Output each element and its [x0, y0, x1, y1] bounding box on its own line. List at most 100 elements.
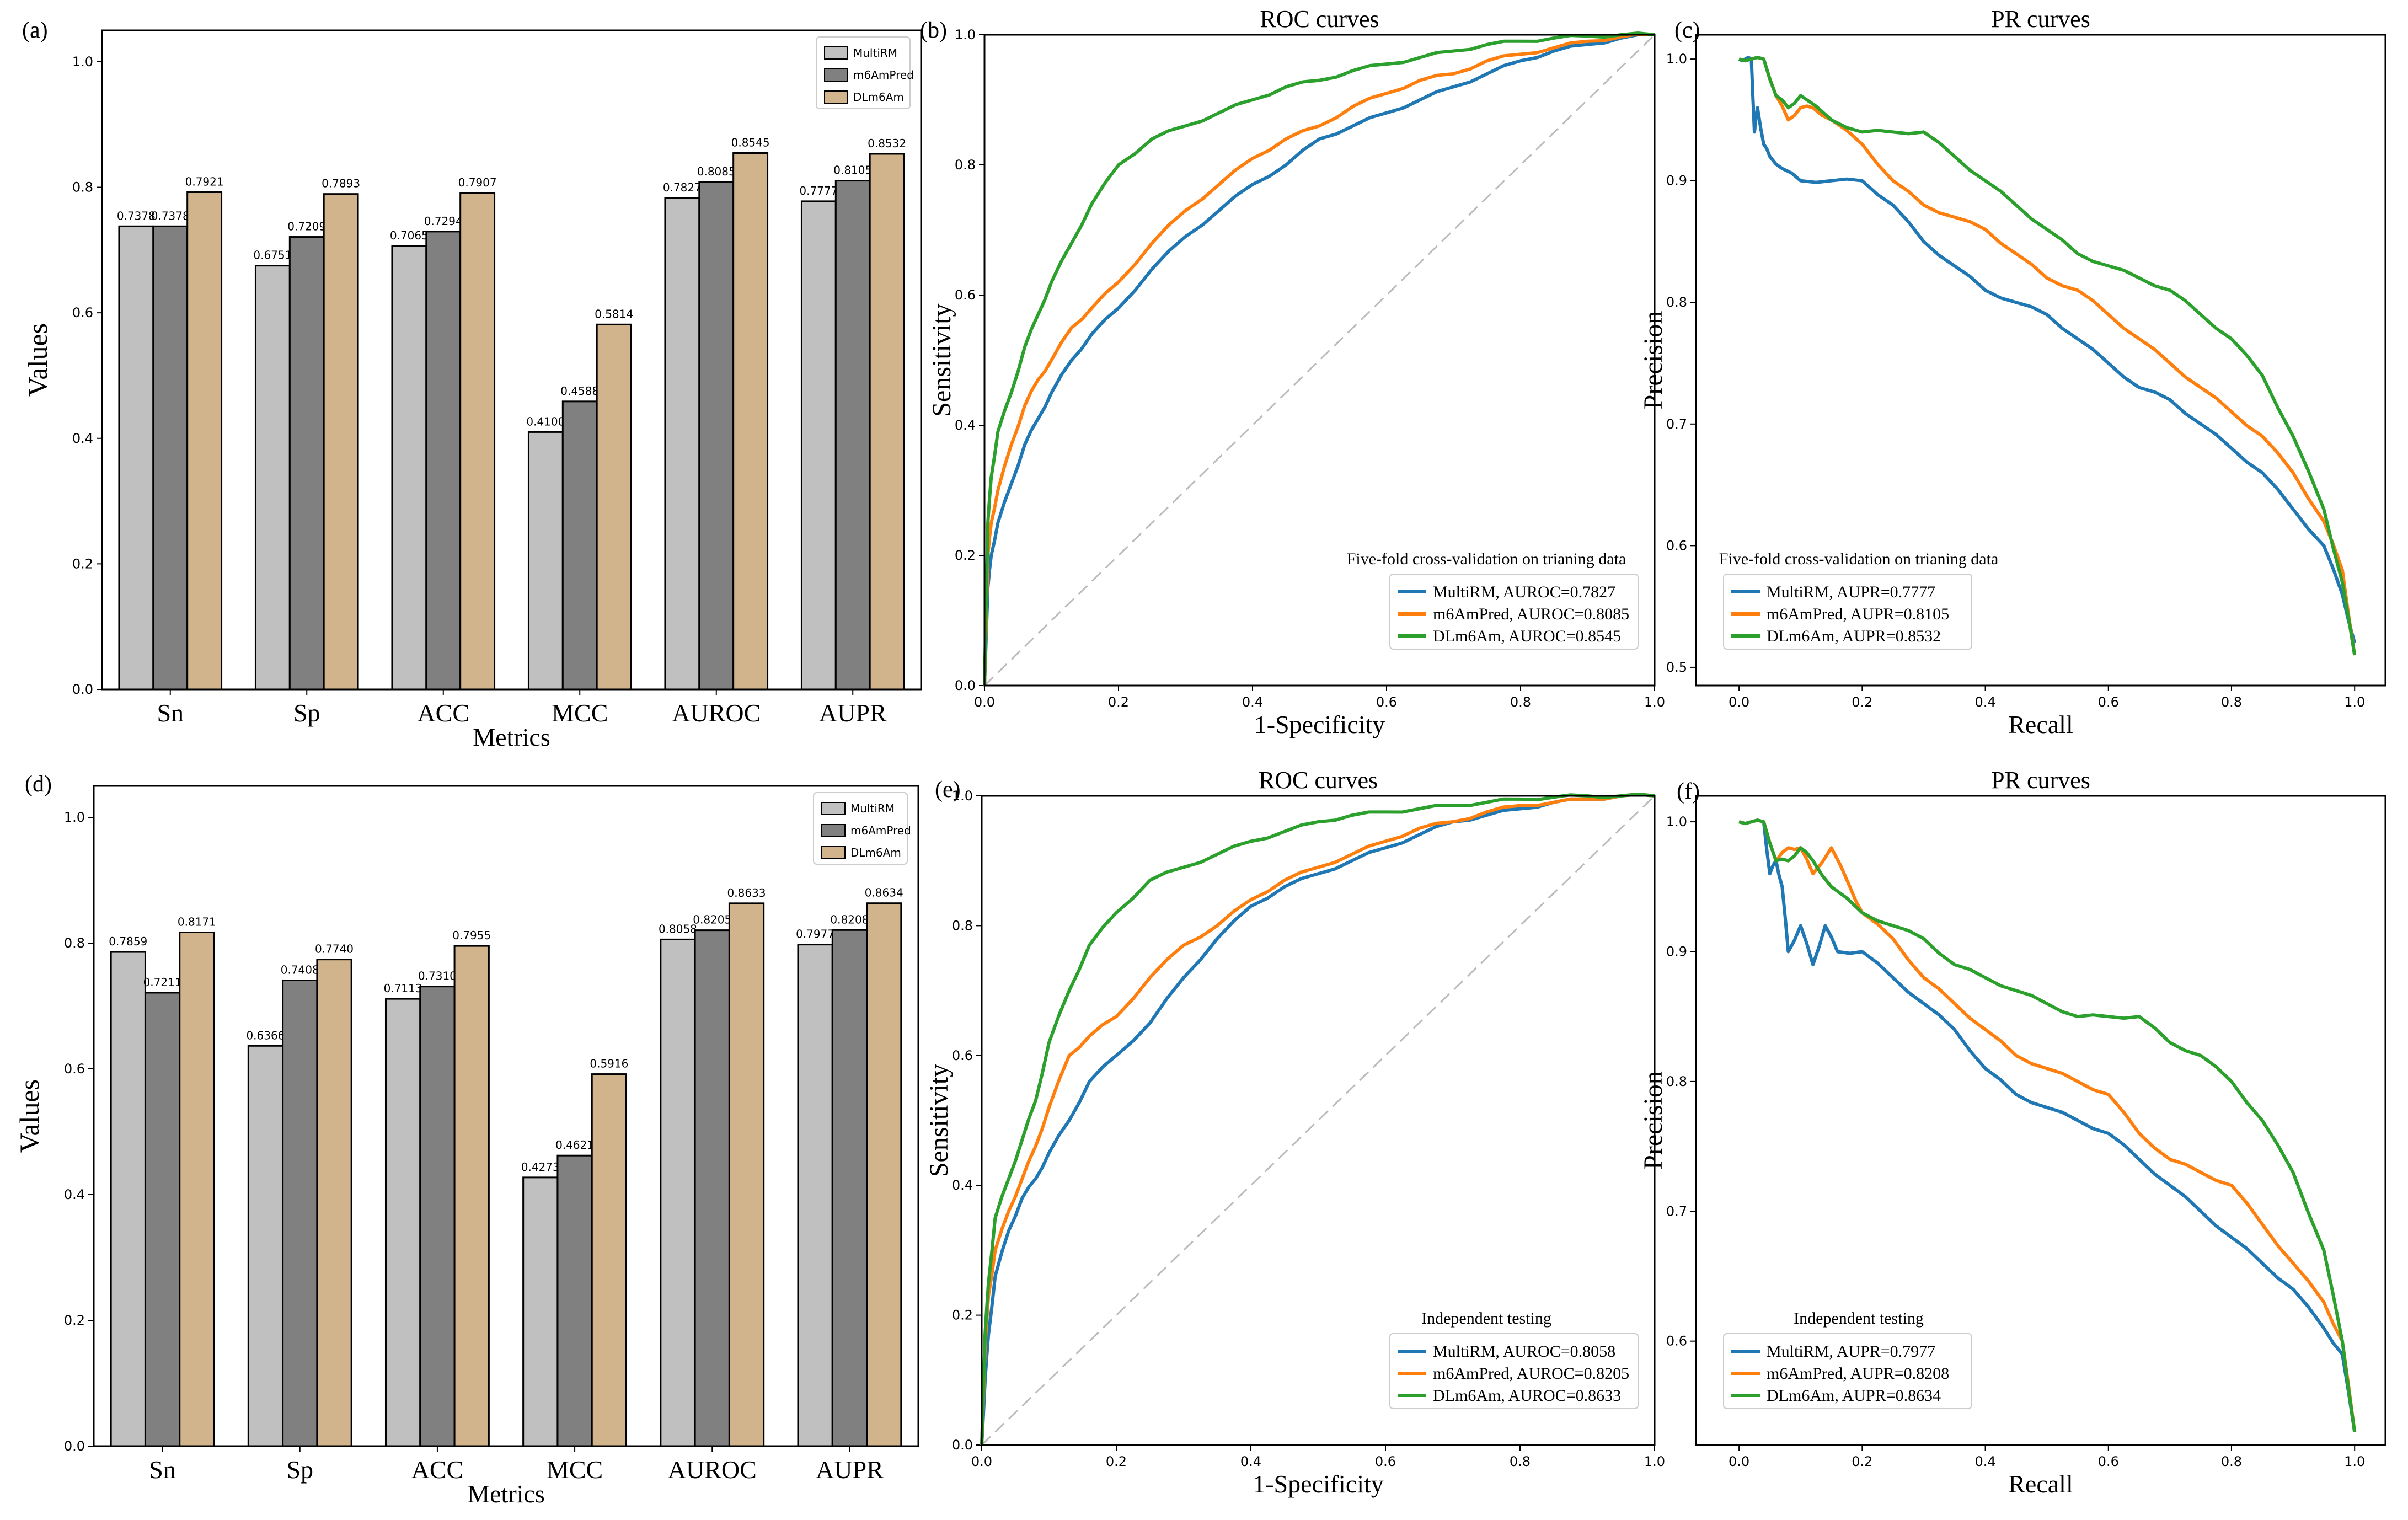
bar-dlm6am-auroc [728, 902, 765, 1447]
bar-value-label: 0.7113 [384, 982, 422, 995]
bar-value-label: 0.7740 [315, 943, 354, 956]
x-tick-label: 0.4 [1242, 694, 1263, 710]
bar-m6ampred-sn [152, 225, 189, 691]
bar-value-label: 0.5916 [590, 1057, 628, 1071]
bar-m6ampred-auroc [698, 181, 735, 691]
legend-entry: m6AmPred [850, 824, 911, 837]
legend-swatch [824, 90, 848, 104]
bar-m6ampred-acc [419, 986, 456, 1447]
x-tick-label: MCC [547, 1455, 603, 1484]
x-tick-label: 1.0 [2344, 1454, 2365, 1469]
panel-label: (b) [920, 18, 947, 43]
plot-frame [981, 795, 1656, 1446]
bar-multirm-mcc [522, 1176, 559, 1447]
bar-value-label: 0.7378 [151, 209, 190, 222]
y-axis-label: Sensitivity [924, 1064, 954, 1177]
x-tick-label: 0.2 [1852, 694, 1872, 710]
plot-frame [983, 34, 1656, 687]
x-tick-label: 0.6 [2098, 694, 2119, 710]
x-tick-label: 0.4 [1974, 694, 1995, 710]
y-tick-label: 0.0 [64, 1438, 85, 1454]
bar-value-label: 0.7977 [796, 928, 834, 941]
x-axis-label: Recall [2008, 710, 2073, 738]
x-tick-label: Sn [157, 699, 184, 727]
line-chart-e: (e) ROC curves 0.0 0.2 0.4 0.6 0.8 1.0 0.0 0.2 0.4… [924, 767, 1665, 1498]
bar-multirm-acc [384, 998, 421, 1447]
legend-entry: DLm6Am, AUPR=0.8532 [1767, 627, 1941, 645]
x-tick-label: 1.0 [1644, 1454, 1665, 1469]
chart-title: PR curves [1991, 6, 2090, 33]
y-tick-label: 0.2 [952, 1308, 973, 1323]
x-tick-label: Sn [149, 1455, 176, 1484]
x-tick-label: 0.2 [1106, 1454, 1127, 1469]
bar-multirm-auroc [664, 197, 700, 691]
x-tick-label: 0.8 [2221, 694, 2242, 710]
x-tick-label: Sp [286, 1455, 313, 1484]
legend-entry: MultiRM, AUPR=0.7777 [1767, 583, 1935, 601]
curve-dlm6am [980, 793, 1655, 1446]
y-tick-label: 1.0 [955, 27, 976, 42]
legend-entry: m6AmPred, AUROC=0.8205 [1433, 1364, 1629, 1383]
curve-multirm [980, 793, 1655, 1446]
x-tick-label: 0.0 [974, 694, 995, 710]
y-tick-label: 0.6 [64, 1061, 85, 1077]
curve-multirm [1738, 818, 2357, 1432]
x-axis-label: Metrics [467, 1480, 545, 1508]
legend-swatch [821, 802, 846, 815]
y-tick-label: 0.5 [1666, 660, 1687, 675]
plot-frame [93, 785, 919, 1447]
bar-value-label: 0.7777 [799, 184, 838, 197]
x-tick-label: 0.4 [1240, 1454, 1261, 1469]
bar-m6ampred-auroc [694, 929, 730, 1447]
bar-value-label: 0.8545 [731, 136, 770, 149]
legend-swatch [821, 846, 846, 859]
legend: Independent testing MultiRM, AUPR=0.7977 m… [1723, 1309, 1972, 1409]
curve-dlm6am [1738, 818, 2357, 1432]
x-tick-label: 1.0 [1644, 694, 1665, 710]
bar-value-label: 0.7065 [390, 229, 429, 242]
bar-multirm-aupr [797, 944, 833, 1447]
plot-frame [1695, 795, 2386, 1446]
bar-dlm6am-sp [323, 193, 359, 691]
legend-entry: DLm6Am, AUPR=0.8634 [1767, 1387, 1941, 1405]
bar-value-label: 0.7859 [109, 935, 147, 948]
bar-m6ampred-aupr [831, 929, 868, 1447]
bar-multirm-sp [254, 265, 291, 691]
y-tick-label: 0.4 [72, 431, 93, 446]
bar-value-label: 0.7294 [424, 215, 463, 228]
panel-label: (a) [22, 18, 48, 43]
diagonal-reference-line [981, 795, 1656, 1446]
y-tick-label: 0.8 [1666, 295, 1687, 310]
bar-dlm6am-acc [459, 192, 496, 691]
bar-multirm-auroc [660, 938, 696, 1447]
legend-swatch [824, 46, 848, 60]
bar-multirm-mcc [527, 431, 564, 691]
y-tick-label: 0.2 [955, 548, 976, 563]
bar-dlm6am-auroc [732, 152, 769, 691]
y-tick-label: 0.8 [955, 157, 976, 173]
legend-frame [1389, 1333, 1639, 1409]
curve-m6ampred [1738, 56, 2357, 656]
bar-value-label: 0.8633 [727, 886, 766, 900]
legend-frame [1389, 574, 1639, 650]
y-tick-label: 0.4 [952, 1178, 973, 1193]
legend-entry: DLm6Am [850, 846, 901, 859]
bar-value-label: 0.8085 [697, 165, 736, 178]
y-tick-label: 1.0 [64, 810, 85, 825]
bar-value-label: 0.4100 [526, 415, 565, 428]
bar-value-label: 0.7408 [281, 963, 319, 976]
bar-dlm6am-aupr [866, 902, 902, 1447]
x-axis-label: Recall [2008, 1470, 2073, 1498]
curve-m6ampred [1738, 818, 2357, 1432]
legend-frame [1723, 574, 1972, 650]
curve-m6ampred [980, 793, 1655, 1446]
legend: Independent testing MultiRM, AUROC=0.8058… [1389, 1309, 1639, 1409]
y-tick-label: 0.0 [72, 682, 93, 697]
curve-multirm [1738, 56, 2357, 644]
chart-title: ROC curves [1260, 6, 1379, 33]
legend-title: Five-fold cross-validation on trianing d… [1719, 550, 1999, 568]
legend-entry: m6AmPred, AUROC=0.8085 [1433, 605, 1629, 623]
y-tick-label: 0.6 [1666, 1334, 1687, 1349]
y-tick-label: 1.0 [72, 54, 93, 69]
